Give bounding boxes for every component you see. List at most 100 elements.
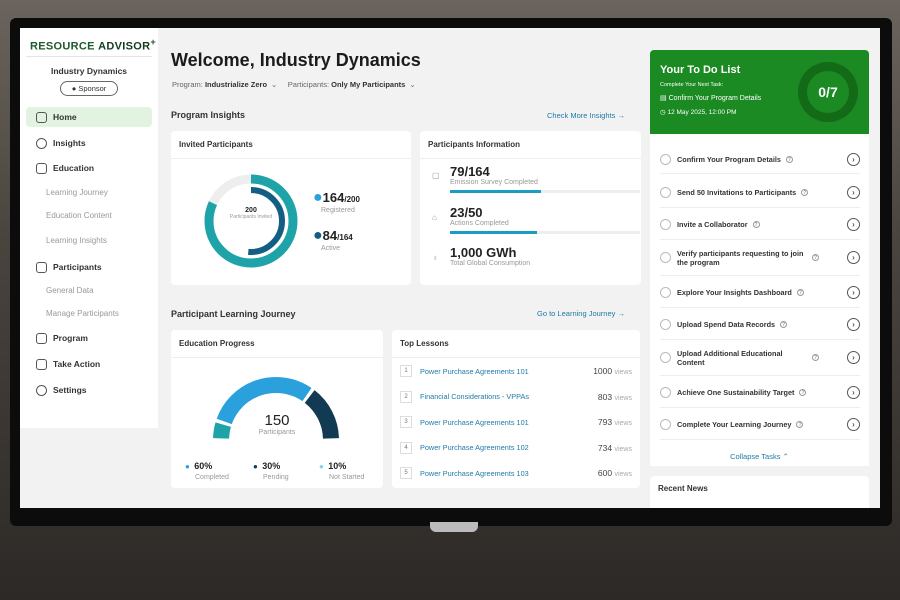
card-title: Participants Information [420, 131, 641, 159]
chevron-right-icon[interactable]: › [847, 386, 860, 399]
chevron-right-icon[interactable]: › [847, 218, 860, 231]
todo-count: 0/7 [818, 84, 838, 100]
legend-value: 10% [328, 461, 347, 471]
chevron-down-icon[interactable]: ⌄ [271, 80, 278, 89]
link-label: Go to Learning Journey [537, 309, 616, 318]
lesson-link[interactable]: Power Purchase Agreements 101 [420, 417, 529, 427]
lesson-views: 803 views [598, 392, 632, 402]
task-item[interactable]: Send 50 Invitations to Participants? › [660, 178, 860, 208]
gauge-label: Participants [258, 429, 296, 436]
lesson-rank: 2 [400, 390, 412, 403]
sidebar-item-manage-participants[interactable]: Manage Participants [46, 309, 119, 318]
chevron-right-icon[interactable]: › [847, 286, 860, 299]
sidebar-item-take-action[interactable]: Take Action [26, 354, 152, 374]
check-more-insights-link[interactable]: Check More Insights → [547, 111, 625, 120]
lesson-rank: 4 [400, 441, 412, 454]
task-checkbox[interactable] [660, 319, 671, 330]
lesson-link[interactable]: Power Purchase Agreements 101 [420, 366, 529, 376]
task-item[interactable]: Upload Additional Educational Content? › [660, 340, 860, 376]
chevron-right-icon[interactable]: › [847, 153, 860, 166]
task-checkbox[interactable] [660, 154, 671, 165]
task-item[interactable]: Invite a Collaborator? › [660, 210, 860, 240]
arrow-right-icon: → [617, 111, 625, 120]
chevron-right-icon[interactable]: › [847, 318, 860, 331]
next-task-label: Complete Your Next Task: [660, 82, 724, 88]
sidebar-item-insights[interactable]: Insights [26, 133, 152, 153]
chevron-right-icon[interactable]: › [847, 351, 860, 364]
section-title: Participant Learning Journey [171, 309, 296, 319]
chevron-down-icon[interactable]: ⌄ [409, 80, 416, 89]
help-icon[interactable]: ? [796, 421, 804, 428]
chevron-right-icon[interactable]: › [847, 251, 860, 264]
lesson-row[interactable]: 2 Financial Considerations - VPPAs 803 vie… [400, 390, 632, 404]
next-task[interactable]: ▤ Confirm Your Program Details [660, 94, 761, 102]
help-icon[interactable]: ? [812, 354, 819, 361]
collapse-tasks-button[interactable]: Collapse Tasks ⌃ [650, 452, 869, 461]
task-checkbox[interactable] [660, 419, 671, 430]
help-icon[interactable]: ? [785, 156, 793, 163]
recent-news-title: Recent News [658, 484, 708, 493]
gauge-pending-arc [304, 390, 339, 439]
participants-select[interactable]: Only My Participants [331, 80, 406, 89]
help-icon[interactable]: ? [780, 321, 788, 328]
task-item[interactable]: Complete Your Learning Journey? › [660, 410, 860, 440]
sidebar-item-learning-insights[interactable]: Learning Insights [46, 236, 107, 245]
progress-bar [450, 231, 640, 234]
lesson-row[interactable]: 1 Power Purchase Agreements 101 1000 views [400, 364, 632, 378]
info-label: Emission Survey Completed [450, 179, 538, 186]
task-checkbox[interactable] [660, 252, 671, 263]
task-checkbox[interactable] [660, 187, 671, 198]
top-lessons-card: Top Lessons 1 Power Purchase Agreements 1… [392, 330, 640, 488]
legend-label: Not Started [329, 474, 365, 481]
help-icon[interactable]: ? [752, 221, 760, 228]
task-item[interactable]: Confirm Your Program Details? › [660, 146, 860, 174]
chevron-right-icon[interactable]: › [847, 418, 860, 431]
task-item[interactable]: Achieve One Sustainability Target? › [660, 378, 860, 408]
go-to-learning-journey-link[interactable]: Go to Learning Journey → [537, 309, 625, 318]
registered-arc [204, 174, 298, 268]
task-checkbox[interactable] [660, 219, 671, 230]
task-checkbox[interactable] [660, 387, 671, 398]
book-icon [36, 162, 47, 174]
gauge-value: 150 [264, 412, 290, 429]
chevron-right-icon[interactable]: › [847, 186, 860, 199]
people-icon [36, 261, 47, 273]
active-arc [217, 187, 285, 255]
lesson-link[interactable]: Financial Considerations - VPPAs [420, 392, 529, 401]
sidebar-item-general-data[interactable]: General Data [46, 286, 94, 295]
invited-donut [204, 174, 298, 268]
role-badge[interactable]: ● Sponsor [60, 81, 118, 96]
next-task-name: Confirm Your Program Details [668, 95, 762, 102]
list-icon [36, 332, 47, 344]
info-label: Total Global Consumption [450, 260, 531, 267]
sidebar-item-home[interactable]: Home [26, 107, 152, 127]
sidebar-item-learning-journey[interactable]: Learning Journey [46, 188, 108, 197]
lesson-row[interactable]: 4 Power Purchase Agreements 102 734 views [400, 441, 632, 455]
sidebar-item-education[interactable]: Education [26, 158, 152, 178]
lesson-views: 600 views [598, 468, 632, 478]
lesson-link[interactable]: Power Purchase Agreements 103 [420, 468, 529, 478]
sidebar: RESOURCE ADVISOR+ Industry Dynamics ● Sp… [20, 28, 158, 428]
task-item[interactable]: Verify participants requesting to join t… [660, 240, 860, 276]
lesson-link[interactable]: Power Purchase Agreements 102 [420, 443, 529, 452]
task-checkbox[interactable] [660, 287, 671, 298]
help-icon[interactable]: ? [812, 254, 819, 261]
legend-completed: ● 60% Completed [185, 461, 229, 481]
help-icon[interactable]: ? [801, 189, 809, 196]
program-select[interactable]: Industrialize Zero [204, 80, 268, 89]
participants-label: Participants: [287, 80, 330, 89]
help-icon[interactable]: ? [796, 289, 804, 296]
task-item[interactable]: Explore Your Insights Dashboard? › [660, 278, 860, 308]
sidebar-item-education-content[interactable]: Education Content [46, 211, 112, 220]
chevron-up-icon: ⌃ [782, 452, 789, 461]
lesson-row[interactable]: 3 Power Purchase Agreements 101 793 views [400, 415, 632, 429]
info-value: 79/164 [450, 164, 490, 179]
lesson-row[interactable]: 5 Power Purchase Agreements 103 600 views [400, 466, 632, 480]
task-checkbox[interactable] [660, 352, 671, 363]
sidebar-item-program[interactable]: Program [26, 328, 152, 348]
sidebar-item-settings[interactable]: Settings [26, 380, 152, 400]
task-item[interactable]: Upload Spend Data Records? › [660, 310, 860, 340]
help-icon[interactable]: ? [799, 389, 807, 396]
sidebar-item-participants[interactable]: Participants [26, 257, 152, 277]
center-label: Participants Invited [229, 214, 273, 220]
